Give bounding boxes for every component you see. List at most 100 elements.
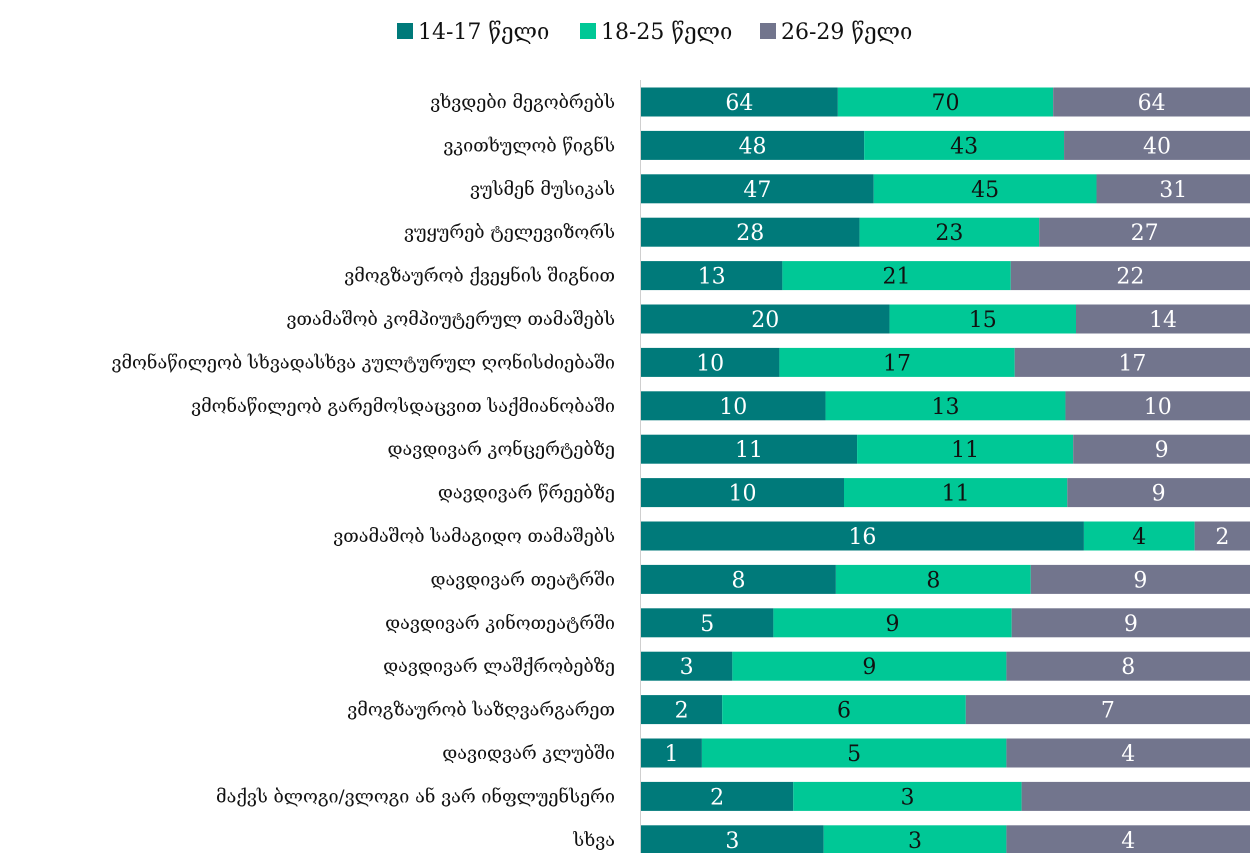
value-label: 10 xyxy=(729,482,757,507)
bar-segment-1 xyxy=(641,651,733,681)
bar-segment-3 xyxy=(1073,434,1250,464)
category-label: დავდივარ კინოთეატრში xyxy=(385,612,615,634)
bar-segment-2 xyxy=(859,217,1040,247)
value-label: 28 xyxy=(736,221,764,246)
category-label: ვმონაწილეობ გარემოსდაცვით საქმიანობაში xyxy=(191,395,615,417)
value-label: 20 xyxy=(751,308,779,333)
value-label: 21 xyxy=(883,265,911,290)
value-label: 2 xyxy=(1215,525,1229,550)
bar-segment-3 xyxy=(1006,651,1250,681)
bar-segment-2 xyxy=(732,651,1007,681)
bar-segment-3 xyxy=(1064,130,1250,160)
bar-segment-2 xyxy=(1083,521,1195,551)
value-label: 2 xyxy=(675,699,689,724)
bar-segment-3 xyxy=(1194,521,1250,551)
value-label: 31 xyxy=(1159,178,1187,203)
bar-segment-2 xyxy=(782,261,1011,291)
bar-segment-3 xyxy=(1076,304,1250,334)
bar-segment-1 xyxy=(641,695,723,725)
value-label: 3 xyxy=(908,829,922,853)
value-label: 7 xyxy=(1101,699,1115,724)
value-label: 16 xyxy=(848,525,876,550)
value-label: 11 xyxy=(942,482,970,507)
value-label: 64 xyxy=(1138,91,1166,116)
category-label: დავდივარ ლაშქრობებზე xyxy=(383,656,615,677)
value-label: 22 xyxy=(1116,265,1144,290)
value-label: 17 xyxy=(883,351,911,376)
value-label: 9 xyxy=(862,655,876,680)
value-label: 45 xyxy=(971,178,999,203)
category-label: დავდივარ წრეებზე xyxy=(438,483,615,504)
value-label: 23 xyxy=(935,221,963,246)
value-label: 10 xyxy=(696,351,724,376)
legend-swatch-1 xyxy=(397,23,413,39)
category-label: ვხვდები მეგობრებს xyxy=(430,92,615,113)
bar-segment-3 xyxy=(1065,391,1250,421)
value-label: 40 xyxy=(1143,134,1171,159)
bar-segment-2 xyxy=(823,825,1007,853)
bar-segment-2 xyxy=(873,174,1097,204)
category-label: ვმოგზაურობ ქვეყნის შიგნით xyxy=(344,265,615,287)
bar-segment-3 xyxy=(965,695,1250,725)
legend-swatch-3 xyxy=(760,23,776,39)
value-label: 9 xyxy=(886,612,900,637)
value-label: 5 xyxy=(847,742,861,767)
bar-segment-3 xyxy=(1010,261,1250,291)
value-label: 9 xyxy=(1152,482,1166,507)
value-label: 3 xyxy=(680,655,694,680)
bar-segment-1 xyxy=(641,87,838,117)
bar-segment-2 xyxy=(773,608,1012,638)
category-label: ვთამაშობ კომპიუტერულ თამაშებს xyxy=(286,309,615,330)
bar-segment-2 xyxy=(835,564,1031,594)
bar-segment-1 xyxy=(641,391,826,421)
value-label: 2 xyxy=(710,785,724,810)
bar-segment-1 xyxy=(641,130,865,160)
category-labels: ვხვდები მეგობრებს ვკითხულობ წიგნს ვუსმენ მ… xyxy=(111,92,615,851)
value-label: 4 xyxy=(1121,742,1135,767)
bar-segment-3 xyxy=(1011,608,1250,638)
legend-label-2: 18-25 წელი xyxy=(601,20,732,45)
value-label: 6 xyxy=(837,699,851,724)
value-label: 8 xyxy=(926,568,940,593)
category-label: ვუყურებ ტელევიზორს xyxy=(404,222,615,243)
bar-segment-1 xyxy=(641,825,824,853)
bar-segment-1 xyxy=(641,564,836,594)
category-label: ვუსმენ მუსიკას xyxy=(470,178,615,200)
value-label: 4 xyxy=(1132,525,1146,550)
legend-swatch-2 xyxy=(580,23,596,39)
bar-segment-3 xyxy=(1021,781,1250,811)
bar-segment-2 xyxy=(722,695,966,725)
bar-segment-2 xyxy=(889,304,1076,334)
value-label: 5 xyxy=(700,612,714,637)
value-label: 17 xyxy=(1118,351,1146,376)
bar-segment-1 xyxy=(641,521,1084,551)
value-label: 48 xyxy=(739,134,767,159)
legend: 14-17 წელი 18-25 წელი 26-29 წელი xyxy=(397,20,912,45)
value-label: 14 xyxy=(1149,308,1177,333)
value-label: 47 xyxy=(743,178,771,203)
bar-segment-3 xyxy=(1006,738,1250,768)
value-label: 13 xyxy=(932,395,960,420)
value-label: 13 xyxy=(698,265,726,290)
value-label: 15 xyxy=(969,308,997,333)
value-label: 4 xyxy=(1121,829,1135,853)
category-label: ვთამაშობ სამაგიდო თამაშებს xyxy=(333,526,615,547)
category-label: დავდივარ თეატრში xyxy=(430,569,615,590)
value-label: 10 xyxy=(1144,395,1172,420)
category-label: ვმოგზაურობ საზღვარგარეთ xyxy=(347,700,615,721)
bar-segment-1 xyxy=(641,781,794,811)
category-label: ვმონაწილეობ სხვადასხვა კულტურულ ღონისძიე… xyxy=(111,351,615,373)
bar-segment-1 xyxy=(641,608,774,638)
bar-segment-2 xyxy=(844,478,1068,508)
value-label: 9 xyxy=(1133,568,1147,593)
bar-segment-1 xyxy=(641,434,858,464)
value-label: 3 xyxy=(900,785,914,810)
value-label: 11 xyxy=(951,438,979,463)
bar-segment-2 xyxy=(857,434,1074,464)
category-label: დავდივარ კონცერტებზე xyxy=(387,438,615,460)
value-label: 64 xyxy=(725,91,753,116)
category-label: მაქვს ბლოგი/ვლოგი ან ვარ ინფლუენსერი xyxy=(216,785,615,807)
legend-label-1: 14-17 წელი xyxy=(418,20,549,45)
